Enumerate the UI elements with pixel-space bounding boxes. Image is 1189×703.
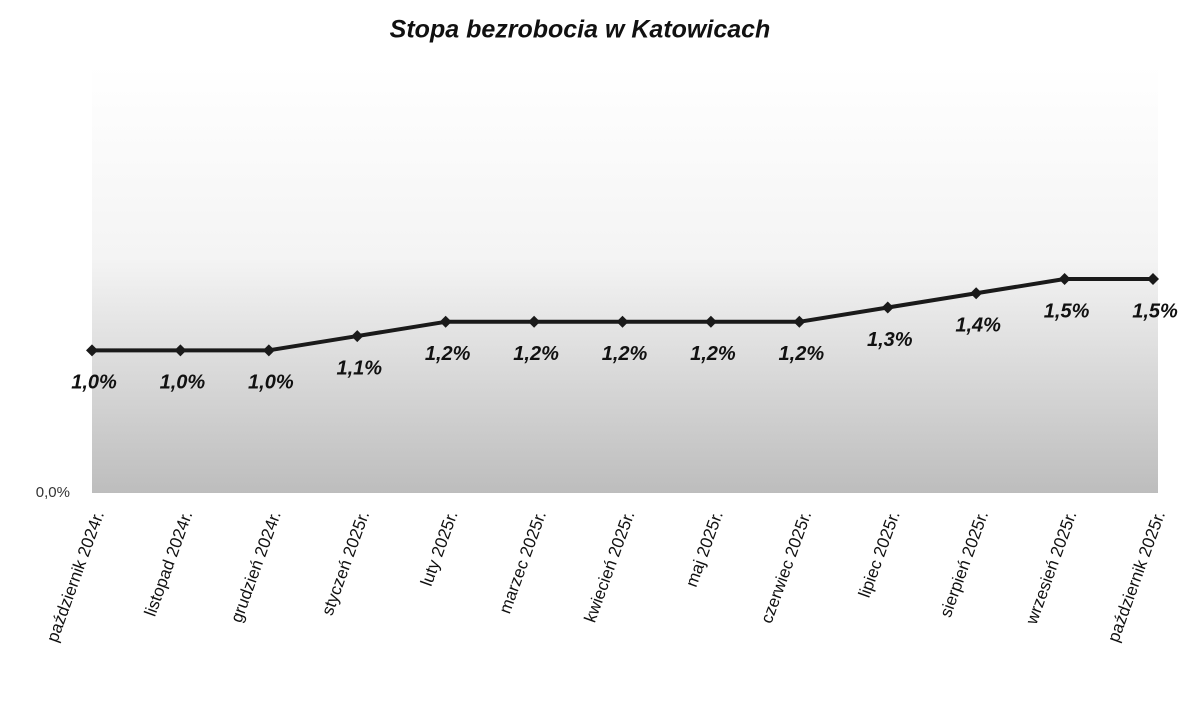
chart-title: Stopa bezrobocia w Katowicach bbox=[390, 16, 771, 44]
marker bbox=[704, 315, 717, 328]
x-tick-label: marzec 2025r. bbox=[495, 508, 550, 616]
value-label: 1,5% bbox=[1044, 300, 1090, 322]
value-label: 1,2% bbox=[690, 343, 736, 365]
value-label: 1,0% bbox=[160, 372, 206, 394]
value-label: 1,2% bbox=[513, 343, 559, 365]
value-label: 1,1% bbox=[336, 357, 382, 379]
x-tick-label: luty 2025r. bbox=[417, 508, 462, 588]
marker bbox=[174, 344, 187, 357]
x-tick-label: październik 2024r. bbox=[43, 508, 108, 644]
plot-area bbox=[92, 65, 1158, 493]
value-label: 1,3% bbox=[867, 329, 913, 351]
marker bbox=[1147, 273, 1159, 285]
value-label: 1,0% bbox=[71, 372, 117, 394]
x-tick-label: kwiecień 2025r. bbox=[581, 508, 639, 625]
value-label: 1,2% bbox=[779, 343, 825, 365]
marker bbox=[351, 330, 364, 343]
value-label: 1,2% bbox=[425, 343, 471, 365]
marker bbox=[616, 315, 629, 328]
x-tick-label: październik 2025r. bbox=[1104, 508, 1169, 644]
marker bbox=[439, 315, 452, 328]
value-label: 1,4% bbox=[955, 315, 1001, 337]
marker bbox=[528, 315, 541, 328]
value-label: 1,5% bbox=[1132, 300, 1178, 322]
x-tick-label: sierpień 2025r. bbox=[936, 508, 992, 619]
x-tick-label: czerwiec 2025r. bbox=[757, 508, 815, 625]
marker bbox=[86, 344, 98, 357]
marker bbox=[793, 315, 806, 328]
x-tick-label: listopad 2024r. bbox=[141, 508, 197, 618]
marker bbox=[881, 301, 894, 314]
marker bbox=[970, 287, 983, 300]
x-tick-label: wrzesień 2025r. bbox=[1022, 508, 1081, 627]
value-label: 1,0% bbox=[248, 372, 294, 394]
marker bbox=[1058, 273, 1071, 285]
x-tick-label: styczeń 2025r. bbox=[318, 508, 373, 618]
x-tick-label: grudzień 2024r. bbox=[227, 508, 285, 625]
x-tick-label: maj 2025r. bbox=[682, 508, 727, 589]
x-tick-label: lipiec 2025r. bbox=[855, 508, 904, 600]
marker bbox=[262, 344, 275, 357]
value-label: 1,2% bbox=[602, 343, 648, 365]
y-tick-label: 0,0% bbox=[36, 484, 70, 501]
